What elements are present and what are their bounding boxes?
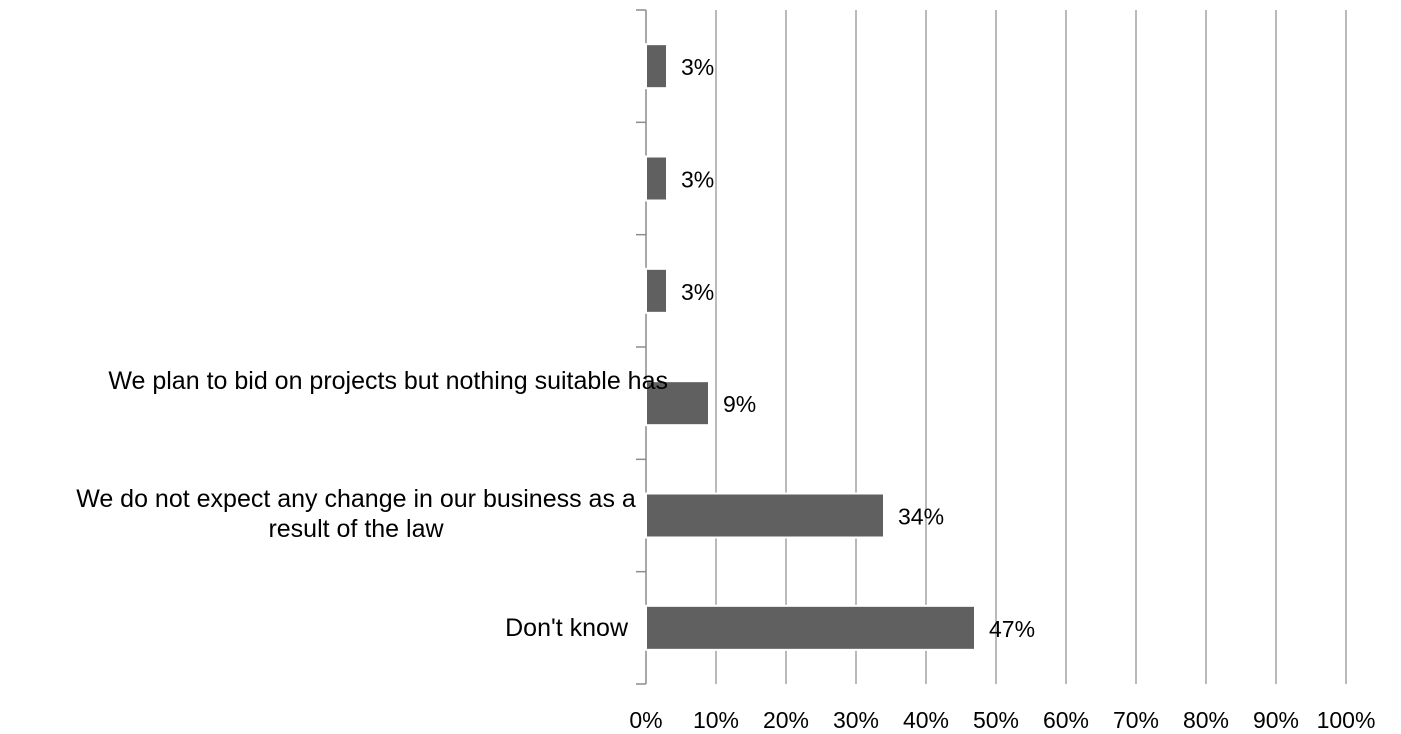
bar (645, 155, 668, 202)
x-tick-label: 30% (833, 707, 879, 733)
data-label: 9% (723, 391, 756, 417)
x-tick-label: 80% (1183, 707, 1229, 733)
x-tick-label: 20% (763, 707, 809, 733)
category-label-line: We do not expect any change in our busin… (76, 484, 636, 513)
bar (645, 43, 668, 90)
x-tick-labels: 0% 10% 20% 30% 40% 50% 60% 70% 80% 90% 100% (629, 707, 1375, 733)
data-label: 3% (681, 279, 714, 305)
x-tick-label: 90% (1253, 707, 1299, 733)
bar (645, 492, 885, 539)
x-tick-label: 70% (1113, 707, 1159, 733)
category-label: We do not expect any change in our busin… (26, 484, 686, 544)
data-label: 3% (681, 167, 714, 193)
category-label: We plan to bid on projects but nothing s… (108, 367, 668, 396)
bar (645, 604, 976, 651)
bar (645, 267, 668, 314)
data-label: 3% (681, 54, 714, 80)
data-labels: 3% 3% 3% 9% 34% 47% (681, 54, 1035, 642)
x-tick-label: 40% (903, 707, 949, 733)
category-label-line: result of the law (268, 514, 444, 543)
gridlines (715, 10, 1347, 684)
x-tick-label: 60% (1043, 707, 1089, 733)
bars (645, 43, 976, 651)
x-tick-label: 10% (693, 707, 739, 733)
x-tick-label: 100% (1317, 707, 1376, 733)
x-tick-label: 50% (973, 707, 1019, 733)
category-label: Don't know (505, 613, 628, 642)
bar (645, 380, 710, 427)
data-label: 34% (898, 504, 944, 530)
data-label: 47% (989, 616, 1035, 642)
axes (636, 9, 647, 685)
x-tick-label: 0% (629, 707, 662, 733)
